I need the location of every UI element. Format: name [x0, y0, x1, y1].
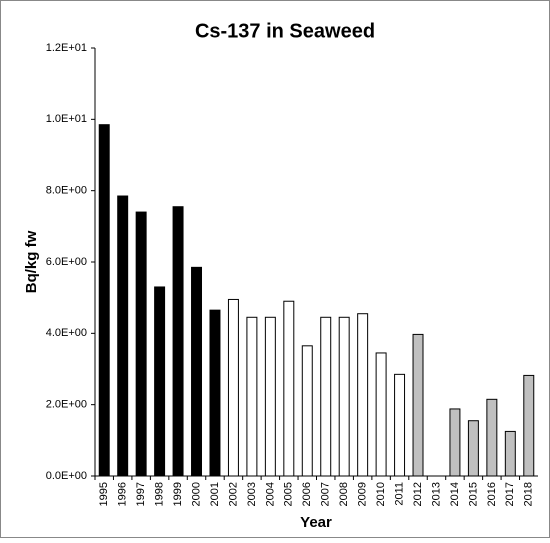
- bar: [117, 195, 129, 477]
- bar: [135, 211, 147, 477]
- x-axis-label: Year: [300, 514, 332, 531]
- bar: [357, 313, 369, 477]
- bar: [394, 373, 406, 477]
- y-tick-label: 6.0E+00: [46, 256, 87, 268]
- x-tick-label: 2017: [504, 482, 516, 506]
- x-tick-label: 2002: [227, 482, 239, 506]
- bar: [246, 316, 258, 477]
- x-tick-label: 2012: [412, 482, 424, 506]
- x-tick-label: 2009: [357, 482, 369, 506]
- x-tick-label: 2016: [486, 482, 498, 506]
- bar: [412, 333, 424, 477]
- x-tick-label: 2013: [430, 482, 442, 506]
- x-tick-label: 1997: [135, 482, 147, 506]
- y-tick-label: 2.0E+00: [46, 399, 87, 411]
- bar: [486, 398, 498, 477]
- y-tick-label: 0.0E+00: [46, 470, 87, 482]
- x-tick-label: 1995: [98, 482, 110, 506]
- bar: [209, 309, 221, 477]
- x-tick-label: 2011: [393, 482, 405, 506]
- x-tick-label: 2014: [449, 482, 461, 506]
- bar: [283, 300, 295, 477]
- bar: [338, 316, 350, 477]
- chart-title: Cs-137 in Seaweed: [195, 20, 375, 42]
- x-tick-label: 2001: [209, 482, 221, 506]
- x-tick-label: 2004: [264, 482, 276, 506]
- y-tick-label: 8.0E+00: [46, 185, 87, 197]
- bar: [375, 352, 387, 477]
- bar: [504, 430, 516, 477]
- bar: [264, 316, 276, 477]
- x-tick-label: 2010: [375, 482, 387, 506]
- bar: [227, 298, 239, 477]
- x-tick-label: 2000: [190, 482, 202, 506]
- y-tick-label: 1.0E+01: [46, 113, 87, 125]
- y-axis-label: Bq/kg fw: [23, 230, 40, 293]
- y-tick-label: 4.0E+00: [46, 327, 87, 339]
- x-tick-label: 2005: [283, 482, 295, 506]
- bar: [523, 374, 535, 477]
- x-tick-label: 1998: [154, 482, 166, 506]
- bar: [301, 345, 313, 477]
- x-tick-label: 2003: [246, 482, 258, 506]
- bar: [449, 408, 461, 477]
- x-tick-label: 2018: [523, 482, 535, 506]
- x-tick-label: 2006: [301, 482, 313, 506]
- x-tick-label: 2007: [320, 482, 332, 506]
- x-tick-label: 1999: [172, 482, 184, 506]
- bar: [191, 266, 203, 477]
- bar: [154, 286, 166, 477]
- x-tick-label: 2008: [338, 482, 350, 506]
- bar: [467, 420, 479, 477]
- bar: [172, 206, 184, 477]
- x-tick-label: 2015: [467, 482, 479, 506]
- bar: [320, 316, 332, 477]
- x-tick-label: 1996: [117, 482, 129, 506]
- bar: [98, 124, 110, 477]
- y-tick-label: 1.2E+01: [46, 42, 87, 54]
